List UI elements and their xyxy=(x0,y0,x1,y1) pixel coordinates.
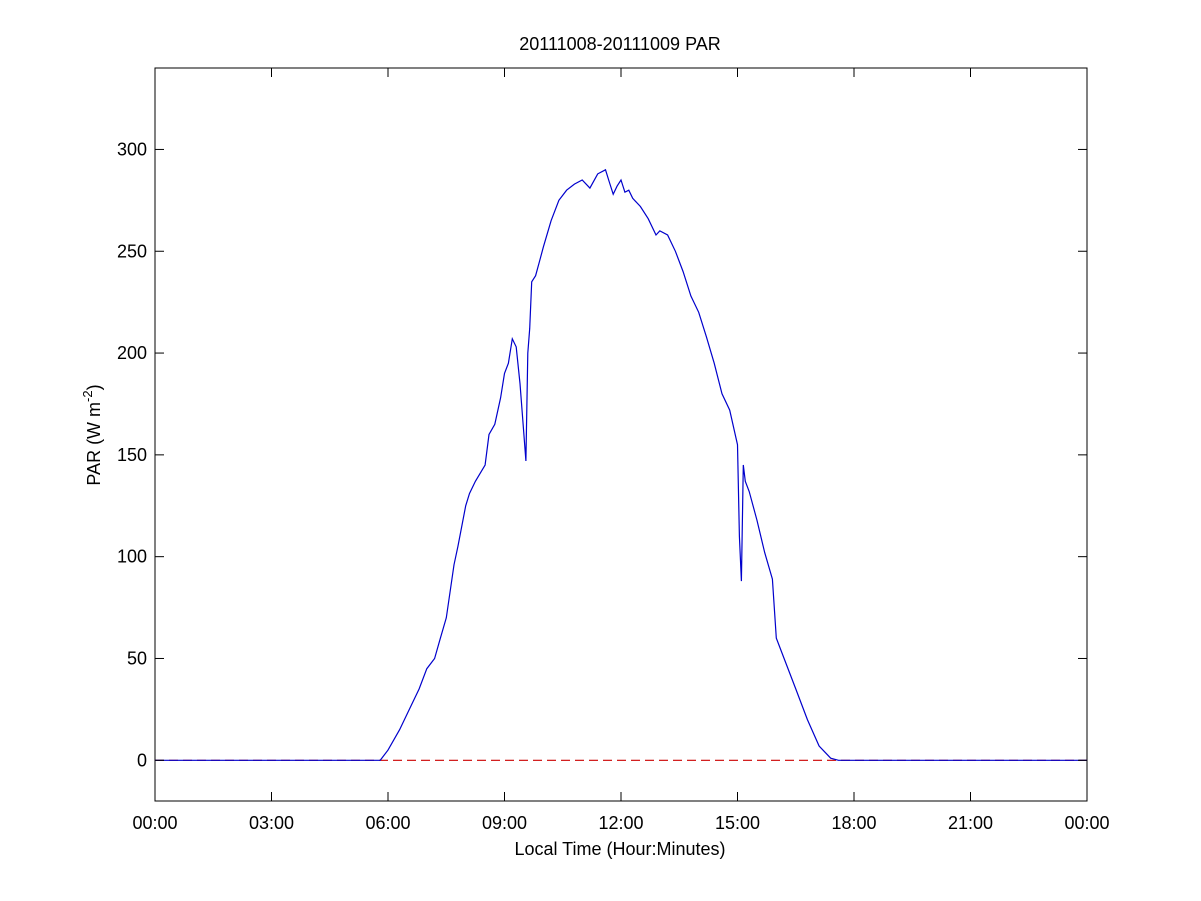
x-tick-label-5: 15:00 xyxy=(715,813,760,833)
x-tick-label-8: 00:00 xyxy=(1064,813,1109,833)
series-line-0 xyxy=(155,168,1087,761)
y-tick-label-4: 200 xyxy=(117,343,147,363)
y-axis-title-sup: -2 xyxy=(80,390,95,402)
y-tick-label-0: 0 xyxy=(137,750,147,770)
x-tick-label-2: 06:00 xyxy=(365,813,410,833)
y-tick-label-5: 250 xyxy=(117,241,147,261)
y-tick-label-6: 300 xyxy=(117,139,147,159)
x-tick-label-4: 12:00 xyxy=(598,813,643,833)
x-axis-title: Local Time (Hour:Minutes) xyxy=(514,839,725,859)
y-axis-title-base: PAR (W m xyxy=(84,402,104,486)
chart-title: 20111008-20111009 PAR xyxy=(519,34,721,54)
y-axis-title-close: ) xyxy=(84,384,104,390)
x-tick-label-1: 03:00 xyxy=(249,813,294,833)
data-layer xyxy=(155,168,1087,761)
x-tick-label-6: 18:00 xyxy=(831,813,876,833)
y-tick-label-2: 100 xyxy=(117,547,147,567)
y-tick-label-1: 50 xyxy=(127,648,147,668)
y-tick-label-3: 150 xyxy=(117,445,147,465)
plot-area xyxy=(154,67,1088,802)
tick-layer: 00:00 03:00 06:00 09:00 12:00 15:00 18:00 21:00… xyxy=(117,68,1110,833)
x-tick-label-7: 21:00 xyxy=(948,813,993,833)
y-axis-title: PAR (W m-2) xyxy=(80,384,104,485)
x-tick-label-0: 00:00 xyxy=(132,813,177,833)
x-tick-label-3: 09:00 xyxy=(482,813,527,833)
